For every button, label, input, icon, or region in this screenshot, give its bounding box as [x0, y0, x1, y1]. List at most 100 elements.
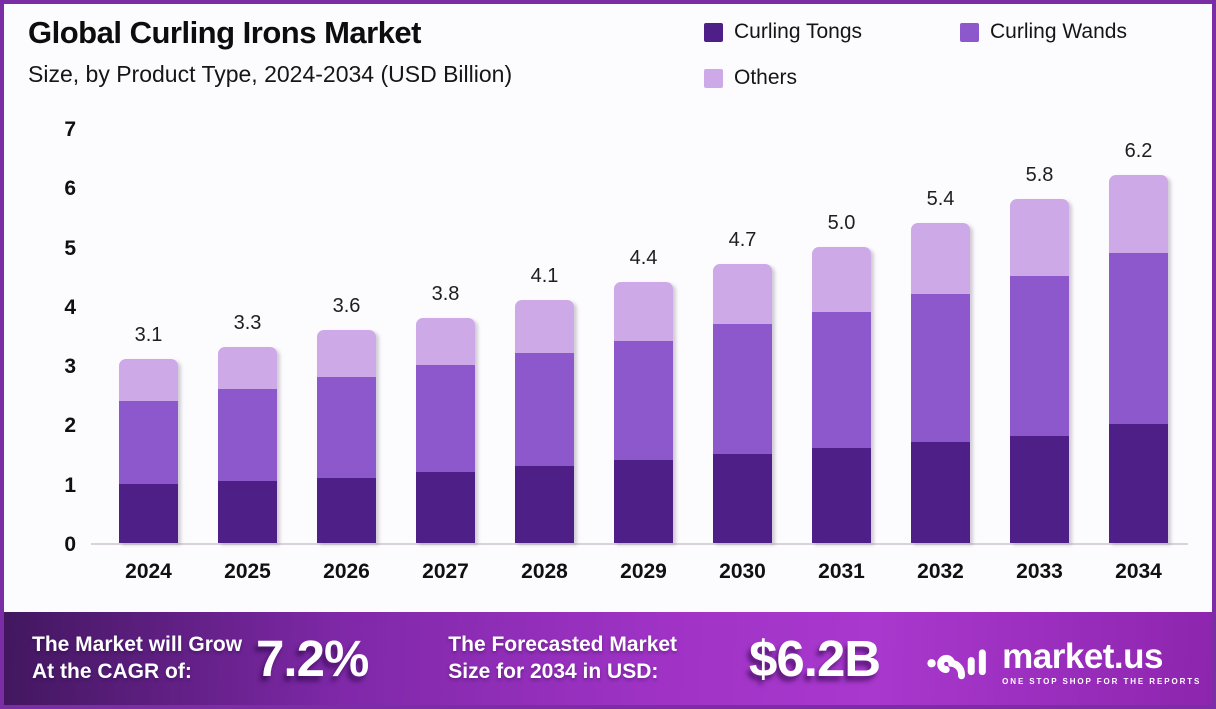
bar-stack	[218, 347, 277, 543]
bar-segment-curling-tongs	[713, 454, 772, 543]
bar-stack	[515, 299, 574, 543]
x-axis-label: 2031	[818, 560, 865, 583]
bar-segment-curling-tongs	[218, 480, 277, 543]
footer-banner: The Market will Grow At the CAGR of: 7.2…	[4, 612, 1212, 705]
bar-segment-curling-tongs	[317, 477, 376, 543]
x-axis-label: 2025	[224, 560, 271, 583]
bar-group-2029: 4.4	[594, 247, 693, 543]
bar-segment-others	[812, 246, 871, 312]
logo-text-block: market.us ONE STOP SHOP FOR THE REPORTS	[1002, 639, 1201, 686]
forecast-label-line1: The Forecasted Market	[448, 632, 678, 656]
bar-group-2025: 3.3	[198, 312, 297, 543]
bar-segment-curling-tongs	[1109, 424, 1168, 543]
bar-group-2026: 3.6	[297, 295, 396, 543]
bar-segment-others	[218, 347, 277, 389]
bar-segment-others	[119, 359, 178, 401]
y-tick-label: 0	[64, 533, 76, 556]
bar-stack	[317, 329, 376, 543]
bar-total-label: 5.0	[827, 211, 856, 234]
bar-segment-curling-wands	[218, 388, 277, 481]
header: Global Curling Irons Market Size, by Pro…	[28, 14, 512, 88]
bar-group-2031: 5.0	[792, 212, 891, 543]
legend-item: Curling Wands	[960, 20, 1127, 44]
legend-swatch-icon	[960, 22, 979, 42]
y-tick-label: 7	[64, 118, 76, 141]
bar-segment-curling-wands	[713, 323, 772, 455]
marketus-logo: market.us ONE STOP SHOP FOR THE REPORTS	[926, 632, 1201, 686]
bar-stack	[812, 246, 871, 543]
bar-stack	[1109, 175, 1168, 543]
bar-group-2030: 4.7	[693, 229, 792, 543]
legend-label: Curling Tongs	[734, 20, 863, 43]
legend-label: Others	[734, 66, 798, 89]
bar-segment-curling-tongs	[614, 460, 673, 543]
bar-total-label: 3.8	[431, 282, 460, 305]
x-axis-label: 2034	[1115, 560, 1162, 583]
bar-total-label: 3.3	[233, 312, 262, 335]
bar-segment-curling-wands	[1010, 276, 1069, 437]
y-tick-label: 5	[64, 236, 76, 260]
logo-text: market.us	[1002, 636, 1164, 676]
bars-container: 3.1 3.3 3.6 3.8 4.1 4.4 4.7 5.0 5.4 5.8 6.2	[91, 130, 1188, 543]
marketus-swirl-icon	[927, 648, 986, 679]
bar-segment-curling-wands	[614, 341, 673, 460]
cagr-label-line2: At the CAGR of:	[32, 659, 192, 683]
bar-stack	[614, 282, 673, 543]
x-axis-labels: 2024 2025 2026 2027 2028 2029 2030 2031 2032 2033…	[91, 560, 1188, 584]
x-axis-label: 2028	[521, 560, 568, 583]
y-tick-label: 6	[64, 177, 76, 201]
x-axis-label: 2032	[917, 560, 964, 583]
forecast-label-line2: Size for 2034 in USD:	[448, 659, 659, 683]
bar-total-label: 3.1	[134, 324, 163, 347]
bar-group-2027: 3.8	[396, 283, 495, 543]
x-axis-label: 2027	[422, 560, 469, 583]
bar-segment-curling-tongs	[911, 442, 970, 543]
x-axis-label: 2026	[323, 560, 370, 583]
bar-group-2024: 3.1	[99, 324, 198, 543]
y-tick-label: 2	[64, 414, 76, 438]
y-tick-label: 3	[64, 355, 76, 379]
page-subtitle: Size, by Product Type, 2024-2034 (USD Bi…	[28, 60, 513, 87]
cagr-value: 7.2%	[256, 630, 369, 687]
bar-group-2034: 6.2	[1089, 140, 1188, 543]
legend-swatch-icon	[704, 22, 723, 42]
bar-segment-curling-wands	[416, 365, 475, 472]
bar-total-label: 6.2	[1124, 140, 1153, 163]
bar-total-label: 5.8	[1025, 164, 1054, 187]
bar-stack	[911, 222, 970, 543]
forecast-value: $6.2B	[749, 630, 881, 687]
x-axis-label: 2024	[125, 560, 172, 583]
bar-segment-others	[515, 299, 574, 354]
bar-group-2032: 5.4	[891, 188, 990, 543]
bar-total-label: 4.1	[530, 264, 559, 287]
cagr-label: The Market will Grow At the CAGR of:	[32, 632, 242, 686]
bar-total-label: 5.4	[926, 187, 955, 210]
plot-area: 3.1 3.3 3.6 3.8 4.1 4.4 4.7 5.0 5.4 5.8 6.2	[91, 130, 1188, 545]
x-axis-label: 2029	[620, 560, 667, 583]
y-tick-label: 1	[64, 473, 76, 497]
bar-segment-others	[1010, 199, 1069, 277]
legend-swatch-icon	[704, 68, 723, 88]
bar-group-2033: 5.8	[990, 164, 1089, 543]
bar-stack	[1010, 199, 1069, 543]
page-title: Global Curling Irons Market	[28, 15, 422, 50]
bar-group-2028: 4.1	[495, 265, 594, 543]
legend-label: Curling Wands	[990, 20, 1127, 43]
legend-item: Curling Tongs	[704, 20, 960, 44]
bar-total-label: 3.6	[332, 294, 361, 317]
y-tick-label: 4	[64, 295, 76, 319]
legend-item: Others	[704, 66, 960, 90]
forecast-label: The Forecasted Market Size for 2034 in U…	[448, 632, 677, 686]
bar-stack	[119, 359, 178, 543]
x-axis-label: 2033	[1016, 560, 1063, 583]
bar-segment-curling-tongs	[812, 448, 871, 543]
bar-total-label: 4.4	[629, 247, 658, 270]
logo-tagline: ONE STOP SHOP FOR THE REPORTS	[1002, 676, 1202, 686]
cagr-label-line1: The Market will Grow	[32, 632, 243, 656]
bar-segment-others	[1109, 175, 1168, 253]
bar-segment-curling-wands	[1109, 252, 1168, 425]
bar-stack	[713, 264, 772, 543]
bar-segment-curling-wands	[911, 294, 970, 443]
bar-total-label: 4.7	[728, 229, 757, 252]
